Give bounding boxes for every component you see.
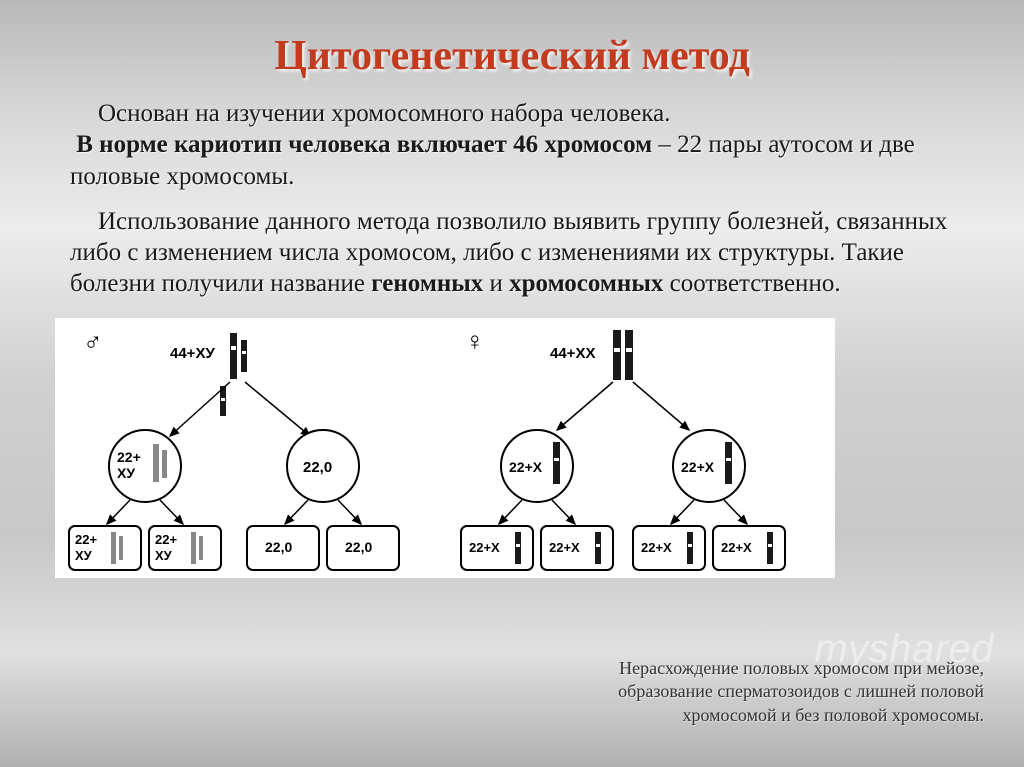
svg-text:22+: 22+	[75, 532, 97, 547]
male-c1-label-b: ХУ	[117, 465, 135, 481]
male-c2-label: 22,0	[303, 459, 332, 476]
female-c1-label: 22+Х	[509, 459, 543, 475]
paragraph-2: Использование данного метода позволило в…	[0, 206, 1024, 300]
male-r4-label: 22,0	[345, 539, 372, 555]
female-c2-label: 22+Х	[681, 459, 715, 475]
svg-text:ХУ: ХУ	[75, 548, 93, 563]
svg-text:22+Х: 22+Х	[549, 540, 580, 555]
paragraph-1: Основан на изучении хромосомного набора …	[0, 98, 1024, 192]
female-top-label: 44+ХХ	[550, 345, 595, 362]
caption-line-2: образование сперматозоидов с лишней поло…	[618, 681, 984, 701]
svg-text:22+: 22+	[155, 532, 177, 547]
caption-line-1: Нерасхождение половых хромосом при мейоз…	[619, 658, 984, 678]
female-symbol-icon: ♀	[465, 326, 485, 356]
male-r3-label: 22,0	[265, 539, 292, 555]
diagram-caption: Нерасхождение половых хромосом при мейоз…	[444, 657, 984, 727]
female-top-chromosomes	[613, 330, 633, 380]
caption-line-3: хромосомой и без половой хромосомы.	[682, 705, 984, 725]
cytogenetic-diagram: ♂ 44+ХУ 22+ ХУ 22,0 22+ ХУ 22+ ХУ 22,0 2…	[55, 318, 835, 578]
male-top-label: 44+ХУ	[170, 345, 215, 362]
p2-text-c: и	[483, 270, 509, 297]
svg-text:22+Х: 22+Х	[469, 540, 500, 555]
male-c1-label-a: 22+	[117, 449, 141, 465]
p2-bold-1: геномных	[371, 270, 483, 297]
svg-text:ХУ: ХУ	[155, 548, 173, 563]
male-top-chromosomes	[230, 333, 247, 379]
p2-bold-2: хромосомных	[509, 270, 663, 297]
p2-text-e: соответственно.	[663, 270, 840, 297]
male-symbol-icon: ♂	[83, 326, 103, 356]
p1-text-a: Основан на изучении хромосомного набора …	[98, 100, 670, 127]
svg-text:22+Х: 22+Х	[641, 540, 672, 555]
slide-title: Цитогенетический метод	[0, 0, 1024, 80]
p1-text-bold: В норме кариотип человека включает 46 хр…	[76, 131, 652, 158]
svg-text:22+Х: 22+Х	[721, 540, 752, 555]
